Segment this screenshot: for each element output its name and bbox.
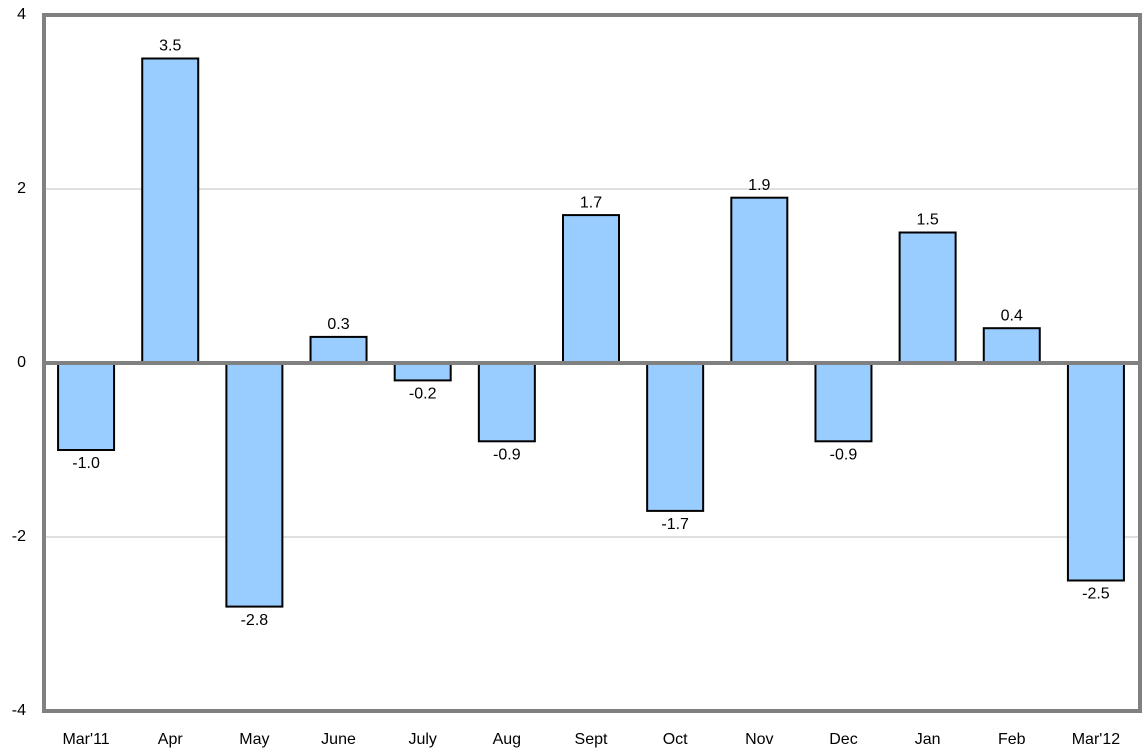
x-tick-label: Jan bbox=[915, 731, 941, 748]
x-tick-label: Feb bbox=[998, 731, 1026, 748]
x-tick-label: Apr bbox=[158, 731, 184, 748]
y-tick-label: -2 bbox=[12, 528, 26, 545]
value-label: -1.7 bbox=[661, 516, 689, 533]
y-tick-label: 2 bbox=[17, 180, 26, 197]
bar bbox=[225, 362, 284, 608]
value-label: 1.9 bbox=[748, 177, 770, 194]
value-label: -2.5 bbox=[1082, 586, 1110, 603]
value-label: 3.5 bbox=[159, 38, 181, 55]
value-label: 1.5 bbox=[916, 212, 938, 229]
bar bbox=[898, 231, 957, 364]
value-label: -0.2 bbox=[409, 386, 437, 403]
x-tick-label: Dec bbox=[829, 731, 857, 748]
bar bbox=[982, 327, 1041, 365]
y-tick-label: 4 bbox=[17, 6, 26, 23]
bar bbox=[562, 214, 620, 364]
x-tick-label: July bbox=[408, 731, 436, 748]
x-tick-label: Aug bbox=[493, 731, 521, 748]
bar bbox=[646, 362, 705, 512]
bar bbox=[57, 362, 116, 451]
x-tick-label: Oct bbox=[663, 731, 688, 748]
bar bbox=[477, 362, 536, 443]
bar bbox=[309, 335, 368, 364]
value-label: 1.7 bbox=[580, 194, 602, 211]
bar bbox=[730, 196, 789, 364]
value-label: -1.0 bbox=[72, 455, 100, 472]
bar bbox=[814, 362, 873, 443]
value-label: 0.3 bbox=[327, 316, 349, 333]
value-label: -2.8 bbox=[241, 612, 269, 629]
y-tick-label: 0 bbox=[17, 354, 26, 371]
bar bbox=[1066, 362, 1125, 582]
x-tick-label: Nov bbox=[745, 731, 773, 748]
x-tick-label: Mar'12 bbox=[1072, 731, 1121, 748]
bar bbox=[141, 57, 200, 364]
x-tick-label: May bbox=[239, 731, 269, 748]
y-tick-label: -4 bbox=[12, 702, 26, 719]
value-label: -0.9 bbox=[830, 447, 858, 464]
value-label: -0.9 bbox=[493, 447, 521, 464]
plot-frame bbox=[42, 13, 1142, 713]
bar bbox=[393, 362, 452, 382]
x-tick-label: Sept bbox=[575, 731, 608, 748]
x-tick-label: Mar'11 bbox=[62, 731, 109, 748]
x-tick-label: June bbox=[321, 731, 356, 748]
value-label: 0.4 bbox=[1001, 307, 1023, 324]
